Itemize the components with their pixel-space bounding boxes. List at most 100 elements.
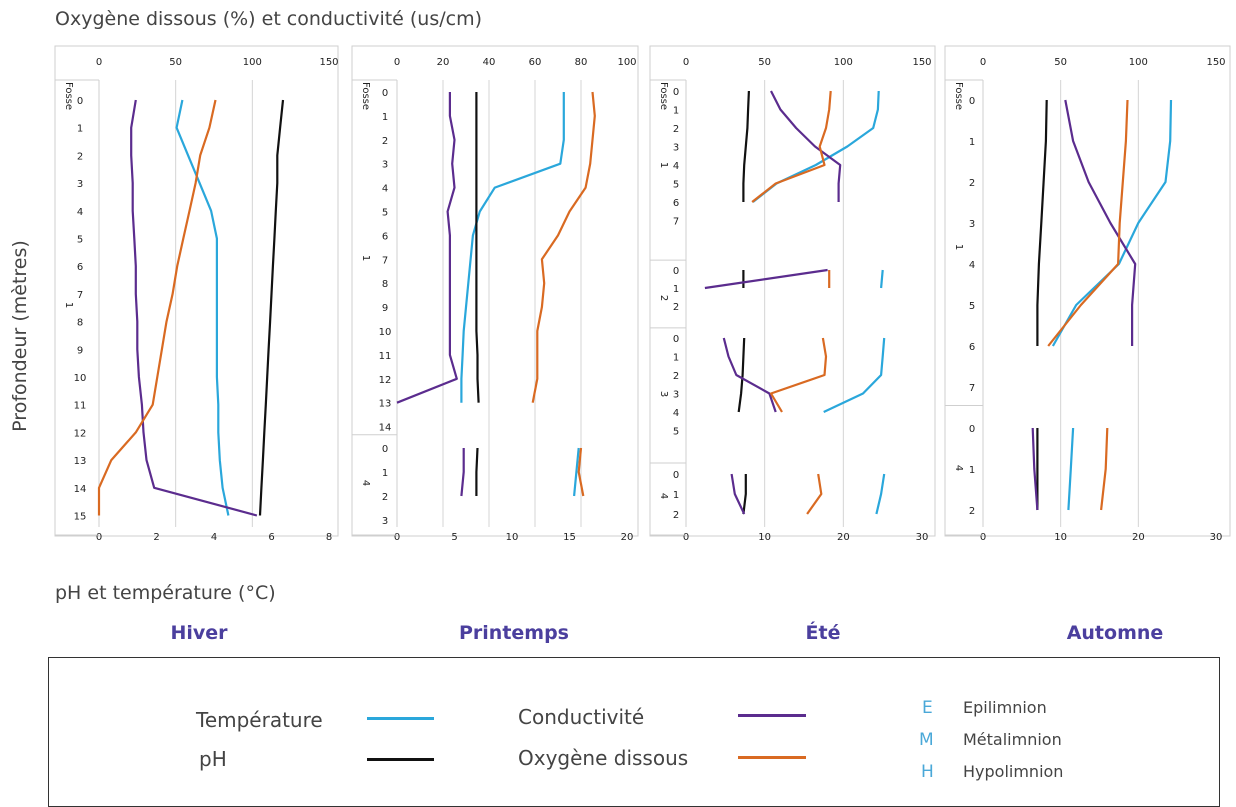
depth-label: 14 — [74, 484, 87, 495]
top-tick-label: 100 — [834, 57, 853, 68]
depth-label: 15 — [74, 512, 87, 523]
depth-label: 5 — [969, 301, 975, 312]
depth-label: 4 — [382, 184, 388, 195]
depth-label: 4 — [673, 408, 679, 419]
season-label-printemps: Printemps — [458, 622, 569, 644]
depth-label: 6 — [673, 198, 679, 209]
legend-oxygen-label: Oxygène dissous — [518, 746, 689, 770]
bottom-tick-label: 20 — [621, 532, 634, 543]
series-oxygen-line — [769, 337, 828, 413]
legend-box: Température pH Conductivité Oxygène diss… — [48, 657, 1220, 807]
depth-label: 11 — [379, 351, 392, 362]
bottom-tick-label: 20 — [837, 532, 850, 543]
bottom-axis-title: pH et température (°C) — [55, 582, 276, 604]
bottom-tick-label: 0 — [980, 532, 986, 543]
group-label: 2 — [658, 295, 669, 301]
series-temperature-line — [875, 473, 886, 515]
group-label: 1 — [360, 255, 371, 261]
bottom-tick-label: 0 — [683, 532, 689, 543]
series-temperature-line — [823, 337, 886, 413]
depth-label: 3 — [77, 179, 83, 190]
series-oxygen-line — [751, 90, 832, 203]
layer-name-hypolimnion: Hypolimnion — [963, 762, 1064, 781]
legend-conductivity-label: Conductivité — [518, 705, 645, 729]
bottom-tick-label: 6 — [268, 532, 274, 543]
series-temperature-line — [573, 447, 580, 497]
depth-label: 1 — [969, 465, 975, 476]
fosse-label: Fosse — [63, 82, 74, 110]
depth-label: 7 — [382, 255, 388, 266]
legend-ph-line — [367, 758, 434, 761]
depth-label: 3 — [673, 390, 679, 401]
depth-label: 6 — [382, 231, 388, 242]
depth-label: 7 — [77, 290, 83, 301]
series-ph-line — [742, 90, 750, 202]
series-oxygen-line — [97, 99, 217, 516]
series-ph-line — [258, 99, 285, 516]
legend-ph-label: pH — [199, 747, 227, 771]
depth-label: 7 — [969, 383, 975, 394]
bottom-tick-label: 0 — [96, 532, 102, 543]
top-tick-label: 100 — [1129, 57, 1148, 68]
depth-label: 9 — [77, 345, 83, 356]
series-oxygen-line — [577, 447, 585, 497]
depth-label: 0 — [969, 424, 975, 435]
top-tick-label: 0 — [980, 57, 986, 68]
depth-label: 1 — [382, 112, 388, 123]
season-label-automne: Automne — [1066, 622, 1164, 644]
bottom-tick-label: 15 — [563, 532, 576, 543]
series-conductivity-line — [1064, 99, 1137, 346]
group-label: 1 — [953, 244, 964, 250]
bottom-tick-label: 10 — [506, 532, 519, 543]
series-ph-line — [1036, 99, 1048, 346]
depth-label: 6 — [969, 342, 975, 353]
series-ph-line — [475, 447, 479, 496]
series-ph-line — [742, 474, 747, 515]
bottom-tick-label: 5 — [451, 532, 457, 543]
depth-label: 13 — [379, 399, 392, 410]
group-label: 4 — [360, 480, 371, 486]
top-tick-label: 150 — [319, 57, 338, 68]
bottom-tick-label: 10 — [1054, 532, 1067, 543]
top-tick-label: 150 — [912, 57, 931, 68]
depth-label: 3 — [969, 219, 975, 230]
depth-label: 0 — [382, 88, 388, 99]
depth-label: 0 — [673, 87, 679, 98]
top-tick-label: 0 — [683, 57, 689, 68]
series-conductivity-line — [1031, 427, 1039, 511]
series-conductivity-line — [770, 90, 842, 202]
depth-label: 6 — [77, 262, 83, 273]
top-tick-label: 0 — [394, 57, 400, 68]
series-temperature-line — [1051, 99, 1173, 347]
top-tick-label: 100 — [617, 57, 636, 68]
bottom-tick-label: 10 — [758, 532, 771, 543]
series-conductivity-line — [460, 448, 465, 497]
series-conductivity-line — [730, 473, 746, 515]
depth-label: 1 — [969, 137, 975, 148]
top-tick-label: 150 — [1206, 57, 1225, 68]
legend-oxygen-line — [738, 756, 806, 759]
bottom-tick-label: 4 — [211, 532, 217, 543]
series-conductivity-line — [130, 99, 258, 517]
depth-label: 2 — [382, 136, 388, 147]
depth-label: 0 — [77, 96, 83, 107]
depth-label: 2 — [673, 510, 679, 521]
panel-frame — [944, 45, 1231, 537]
depth-label: 4 — [673, 161, 679, 172]
depth-label: 5 — [673, 427, 679, 438]
depth-label: 2 — [969, 506, 975, 517]
group-label: 4 — [658, 493, 669, 499]
series-conductivity-line — [396, 92, 458, 404]
depth-label: 8 — [382, 279, 388, 290]
top-tick-label: 50 — [1054, 57, 1067, 68]
layer-name-metalimnion: Métalimnion — [963, 730, 1062, 749]
top-tick-label: 50 — [169, 57, 182, 68]
depth-label: 2 — [77, 151, 83, 162]
depth-label: 11 — [74, 401, 87, 412]
depth-label: 4 — [77, 207, 83, 218]
depth-label: 0 — [673, 470, 679, 481]
bottom-tick-label: 30 — [1210, 532, 1223, 543]
depth-label: 12 — [379, 375, 392, 386]
depth-label: 1 — [673, 106, 679, 117]
